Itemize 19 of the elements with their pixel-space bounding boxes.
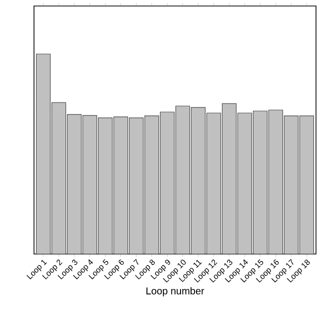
bar bbox=[190, 107, 206, 254]
bar bbox=[222, 103, 237, 254]
bar bbox=[82, 115, 98, 254]
bar bbox=[237, 112, 252, 254]
x-axis-title: Loop number bbox=[146, 287, 204, 296]
bar bbox=[175, 106, 190, 254]
bar bbox=[284, 115, 299, 254]
bar bbox=[113, 116, 128, 254]
bar bbox=[253, 110, 268, 254]
bar bbox=[128, 117, 144, 254]
bar bbox=[268, 110, 284, 254]
bar bbox=[299, 115, 314, 254]
bar bbox=[66, 114, 82, 254]
bar bbox=[51, 102, 66, 254]
bar bbox=[144, 115, 160, 254]
bar bbox=[36, 54, 51, 254]
bar bbox=[206, 112, 222, 254]
bar bbox=[160, 112, 175, 254]
bar bbox=[98, 117, 113, 254]
